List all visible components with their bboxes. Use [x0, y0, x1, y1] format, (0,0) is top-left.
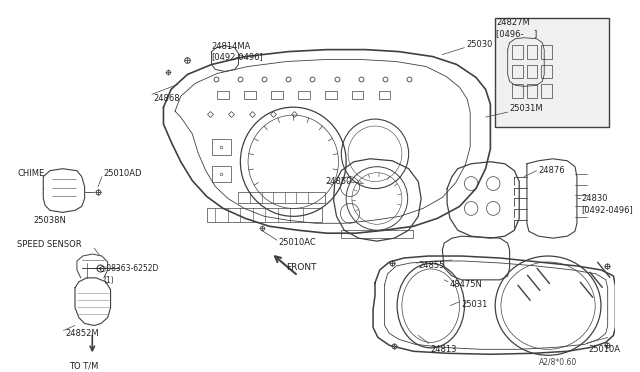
- Bar: [513, 84, 523, 98]
- Text: A2/8*0.60: A2/8*0.60: [538, 357, 577, 366]
- Bar: [271, 91, 283, 99]
- Text: 25010A: 25010A: [588, 345, 620, 355]
- Text: [0492-0496]: [0492-0496]: [582, 205, 634, 214]
- Text: 25031: 25031: [461, 300, 488, 309]
- Text: 24830: 24830: [582, 193, 608, 202]
- Bar: [341, 230, 413, 238]
- Text: 25010AC: 25010AC: [279, 238, 317, 247]
- Bar: [207, 208, 322, 222]
- Bar: [244, 91, 256, 99]
- Text: 24850: 24850: [325, 177, 351, 186]
- Text: 24876: 24876: [538, 166, 565, 175]
- Text: 24827M: 24827M: [496, 18, 530, 27]
- Bar: [325, 91, 337, 99]
- Bar: [527, 45, 538, 58]
- Bar: [527, 84, 538, 98]
- Text: FRONT: FRONT: [287, 263, 317, 272]
- Text: [0492-0496]: [0492-0496]: [212, 52, 263, 62]
- Bar: [212, 166, 231, 182]
- Bar: [239, 192, 325, 203]
- Bar: [513, 45, 523, 58]
- Bar: [513, 64, 523, 78]
- Text: SPEED SENSOR: SPEED SENSOR: [17, 240, 82, 249]
- Text: 48475N: 48475N: [450, 280, 483, 289]
- Bar: [541, 64, 552, 78]
- Text: 25010AD: 25010AD: [104, 169, 142, 178]
- Bar: [541, 45, 552, 58]
- Text: (1): (1): [104, 276, 115, 285]
- Bar: [298, 91, 310, 99]
- Text: 25038N: 25038N: [34, 217, 67, 225]
- Bar: [527, 64, 538, 78]
- Text: 24868: 24868: [154, 94, 180, 103]
- Bar: [495, 18, 609, 127]
- Text: TO T/M: TO T/M: [69, 361, 99, 370]
- Bar: [212, 139, 231, 155]
- Text: 24813: 24813: [431, 345, 457, 355]
- Bar: [218, 91, 229, 99]
- Text: 24852M: 24852M: [65, 330, 99, 339]
- Text: 25031M: 25031M: [509, 104, 543, 113]
- Bar: [352, 91, 364, 99]
- Text: 24855: 24855: [419, 261, 445, 270]
- Text: CHIME: CHIME: [17, 169, 45, 178]
- Text: —○08363-6252D: —○08363-6252D: [92, 264, 159, 273]
- Bar: [541, 84, 552, 98]
- Text: 24814MA: 24814MA: [212, 42, 251, 51]
- Bar: [379, 91, 390, 99]
- Text: 25030: 25030: [467, 40, 493, 49]
- Text: [0496-    ]: [0496- ]: [496, 29, 538, 38]
